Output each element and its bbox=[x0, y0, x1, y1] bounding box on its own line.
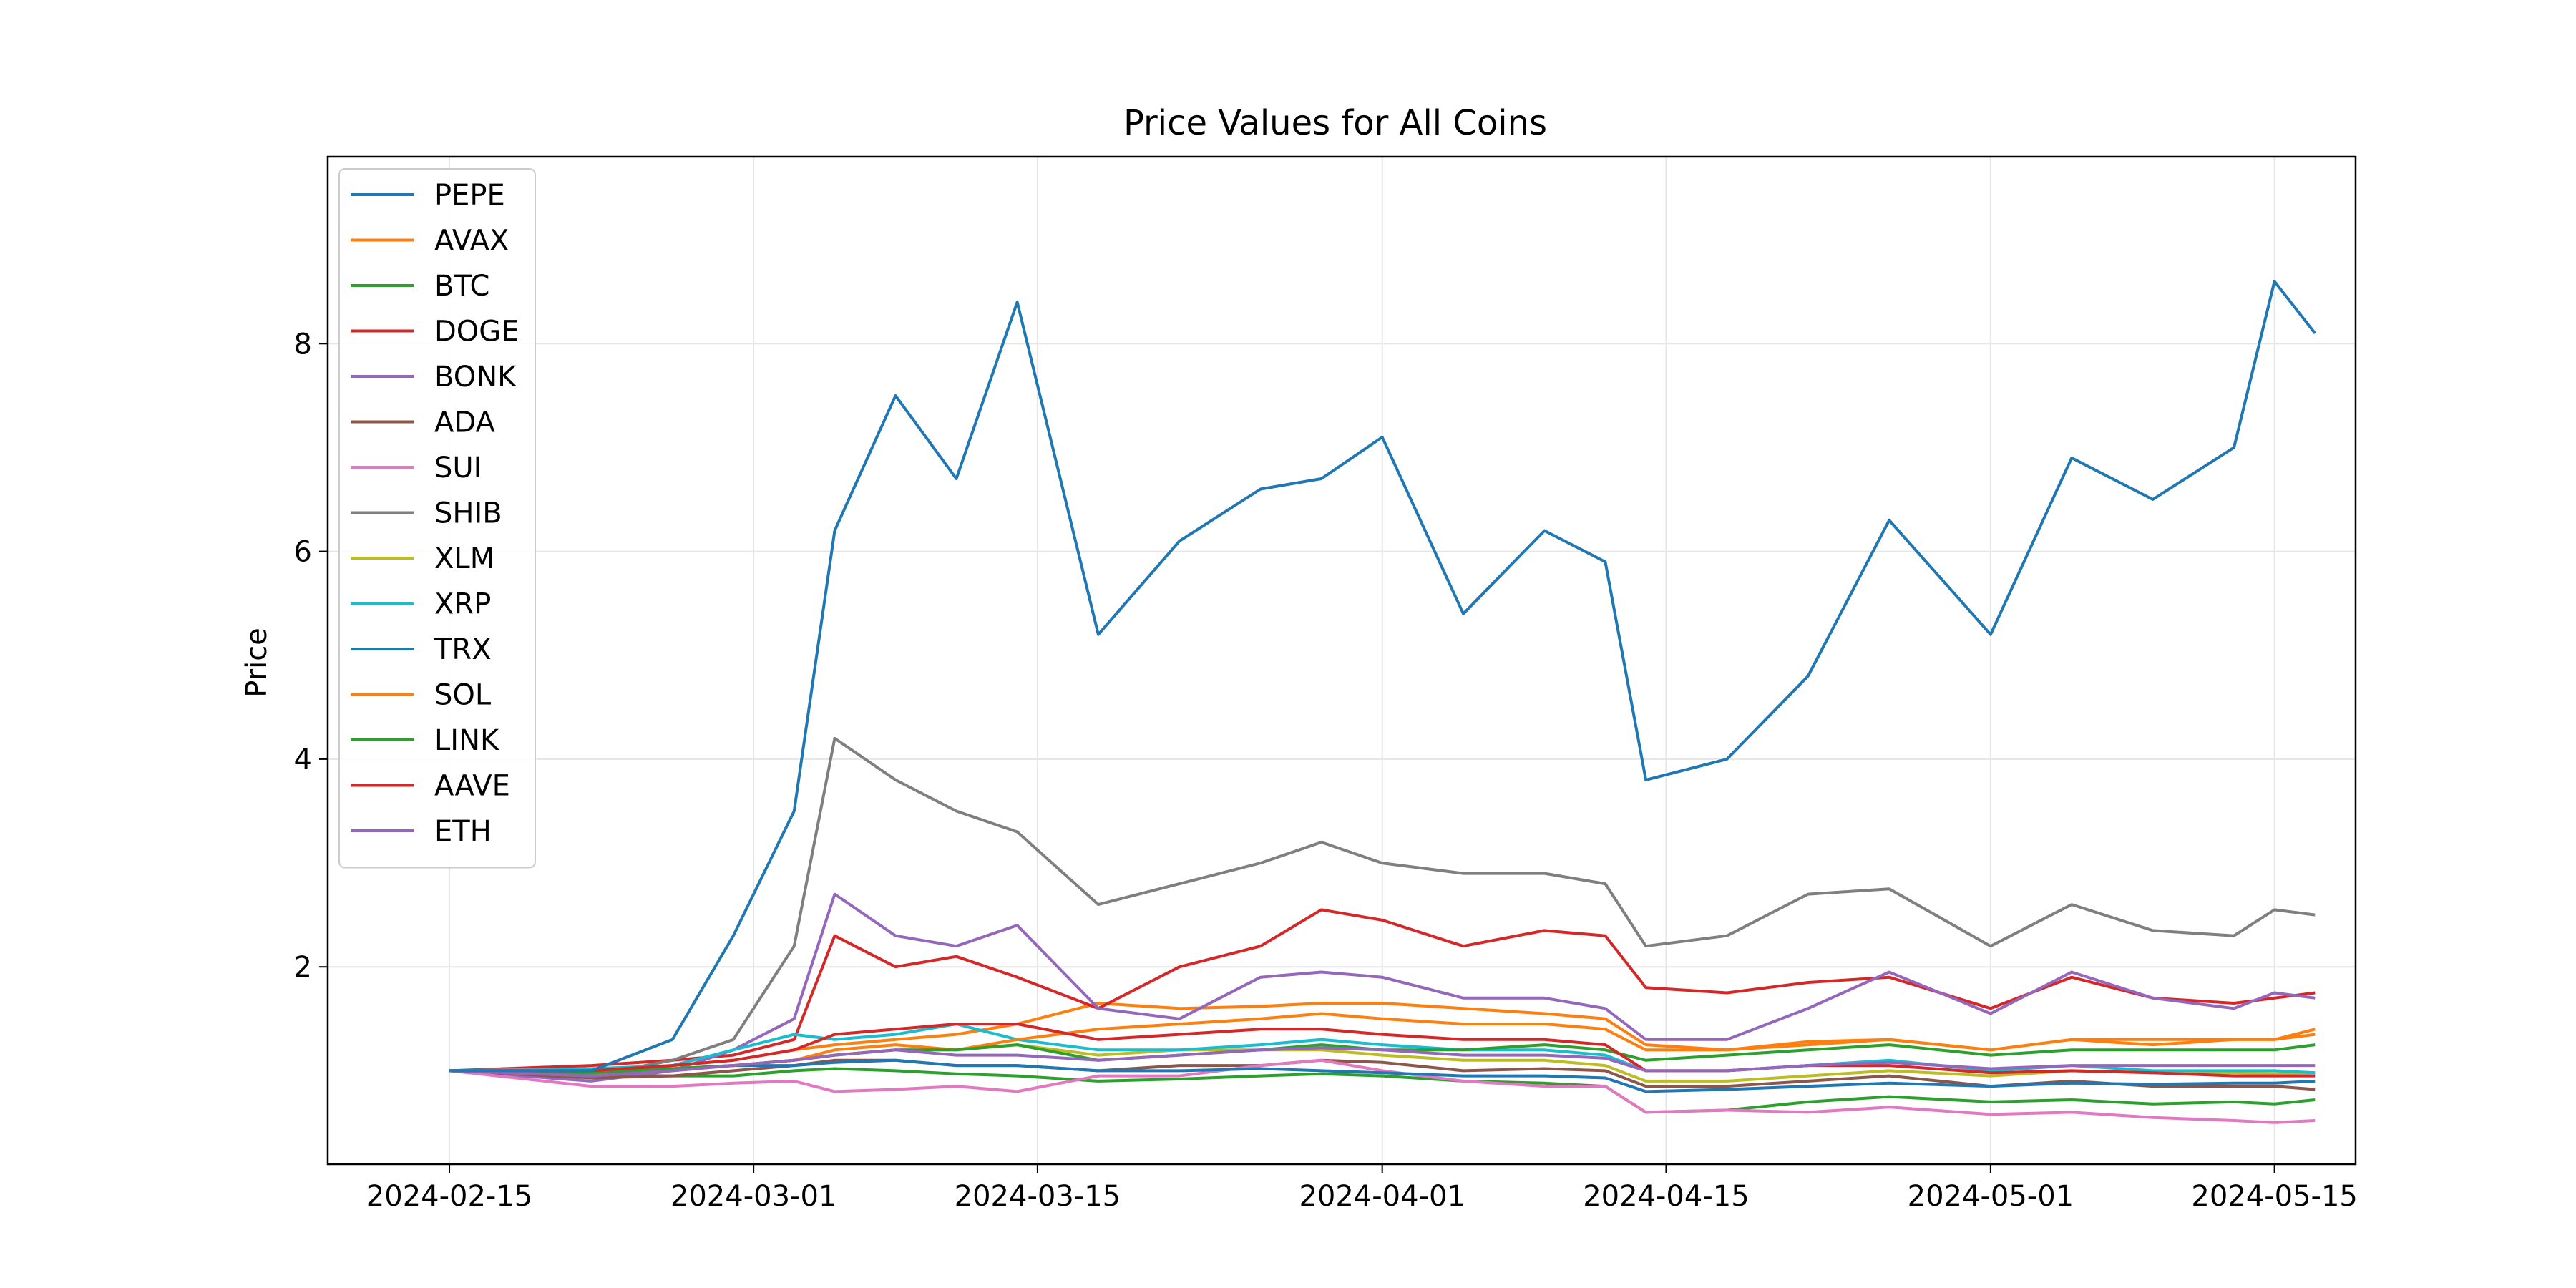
x-tick-label: 2024-04-01 bbox=[1299, 1180, 1465, 1213]
y-tick-label: 8 bbox=[294, 328, 312, 361]
x-tick-label: 2024-03-01 bbox=[670, 1180, 836, 1213]
legend-label: SHIB bbox=[434, 497, 502, 530]
legend-label: ETH bbox=[434, 815, 492, 848]
plot-frame bbox=[326, 155, 2357, 1166]
x-tick-label: 2024-04-15 bbox=[1583, 1180, 1749, 1213]
x-tick-label: 2024-05-01 bbox=[1908, 1180, 2074, 1213]
series-line-bonk bbox=[449, 892, 2316, 1083]
legend-label: TRX bbox=[434, 633, 492, 666]
legend-label: DOGE bbox=[434, 316, 519, 348]
series-line-sui bbox=[449, 1058, 2316, 1124]
legend-label: BTC bbox=[434, 270, 489, 303]
series-line-trx bbox=[449, 1058, 2316, 1093]
legend: PEPE AVAX BTC DOGE BONK ADA SUI SHIB XLM XRP TRX SO… bbox=[338, 168, 536, 869]
y-axis-label: Price bbox=[240, 628, 273, 698]
series-lines bbox=[449, 280, 2316, 1124]
legend-label: LINK bbox=[434, 724, 500, 757]
legend-label: AAVE bbox=[434, 770, 510, 803]
series-line-pepe bbox=[449, 280, 2316, 1073]
x-tick-label: 2024-03-15 bbox=[955, 1180, 1121, 1213]
x-tick-label: 2024-02-15 bbox=[366, 1180, 532, 1213]
series-line-doge bbox=[449, 908, 2316, 1073]
y-tick-label: 6 bbox=[294, 536, 312, 569]
legend-label: AVAX bbox=[434, 225, 509, 258]
legend-label: BONK bbox=[434, 361, 517, 394]
legend-label: XRP bbox=[434, 588, 491, 621]
series-line-shib bbox=[449, 736, 2316, 1078]
chart-title: Price Values for All Coins bbox=[1123, 103, 1547, 143]
y-tick-label: 4 bbox=[294, 743, 312, 776]
legend-label: SOL bbox=[434, 679, 492, 712]
series-line-eth bbox=[449, 1046, 2316, 1078]
legend-label: ADA bbox=[434, 406, 495, 439]
legend-label: XLM bbox=[434, 542, 494, 575]
y-tick-label: 2 bbox=[294, 951, 312, 984]
grid-lines bbox=[328, 157, 2356, 1164]
y-axis: 2 4 6 8 bbox=[294, 328, 328, 984]
legend-label: PEPE bbox=[434, 179, 505, 212]
series-line-btc bbox=[449, 1067, 2316, 1114]
x-axis: 2024-02-15 2024-03-01 2024-03-15 2024-04-01… bbox=[366, 1164, 2358, 1213]
x-tick-label: 2024-05-15 bbox=[2191, 1180, 2357, 1213]
legend-label: SUI bbox=[434, 452, 482, 484]
legend-box bbox=[338, 168, 536, 869]
series-line-sol bbox=[449, 1012, 2316, 1078]
series-line-aave bbox=[449, 1023, 2316, 1078]
